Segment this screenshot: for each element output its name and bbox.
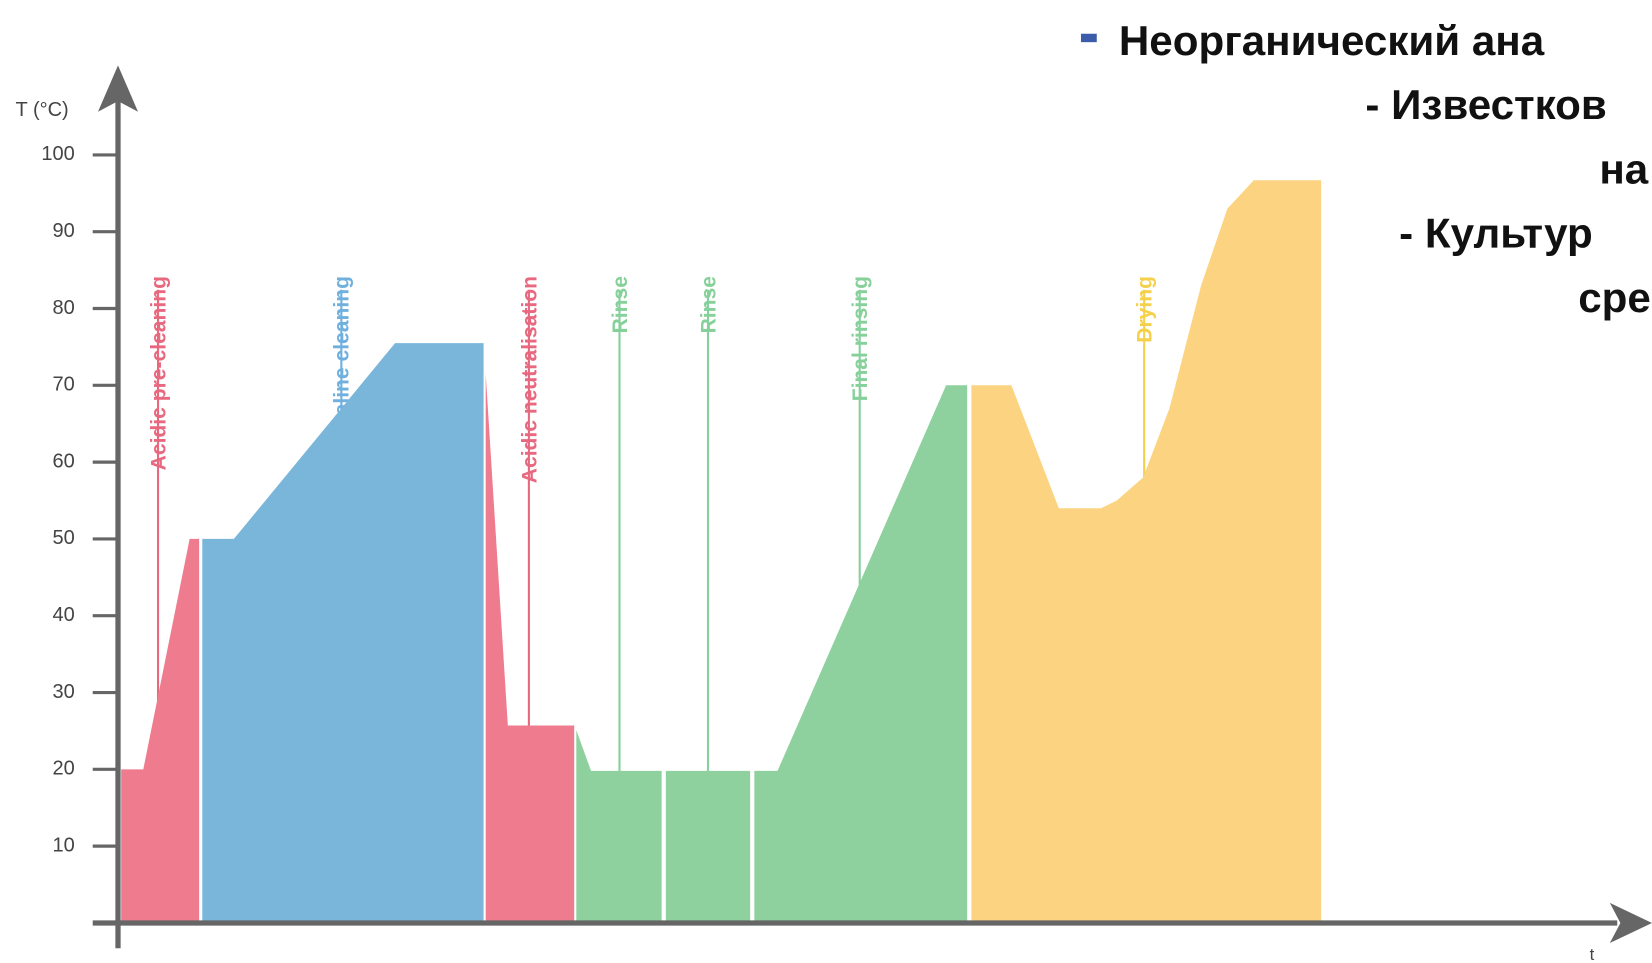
y-tick-label: 30 — [53, 681, 75, 703]
y-tick-label: 20 — [53, 758, 75, 780]
y-tick-label: 60 — [53, 450, 75, 472]
overlay-text: на — [1599, 145, 1648, 192]
plot: Acidic pre-cleaning Alkaline cleaning Acid… — [41, 65, 1652, 949]
area — [665, 770, 751, 923]
overlay-text: сре — [1578, 274, 1651, 321]
y-tick-label: 70 — [53, 374, 75, 396]
overlay-text: Неорганический ана — [1119, 17, 1545, 64]
phase-label: Acidic pre-cleaning — [147, 276, 170, 470]
area — [576, 730, 662, 923]
phase-label: Drying — [1134, 276, 1157, 343]
bullet — [1080, 33, 1097, 43]
y-tick-label: 40 — [53, 604, 75, 626]
y-tick-label: 100 — [41, 143, 74, 165]
y-tick-label: 10 — [53, 834, 75, 856]
area — [121, 538, 200, 923]
overlay-text: - Культур — [1399, 210, 1593, 257]
area — [202, 343, 484, 923]
x-axis-arrow — [1609, 902, 1652, 943]
area — [754, 385, 968, 923]
area — [971, 180, 1322, 923]
y-tick-label: 50 — [53, 527, 75, 549]
y-axis-label: T (°C) — [16, 99, 69, 121]
area — [485, 373, 575, 923]
phase-label: Rinse — [609, 276, 632, 333]
phase-label: Acidic neutralisation — [518, 276, 541, 483]
overlay-text: - Известков — [1365, 81, 1606, 128]
y-axis-arrow — [97, 65, 139, 112]
x-axis-label: t — [1590, 945, 1595, 963]
phase-label: Final rinsing — [849, 276, 872, 401]
y-tick-label: 80 — [53, 297, 75, 319]
phase-label: Rinse — [697, 276, 720, 333]
y-tick-label: 90 — [53, 220, 75, 242]
